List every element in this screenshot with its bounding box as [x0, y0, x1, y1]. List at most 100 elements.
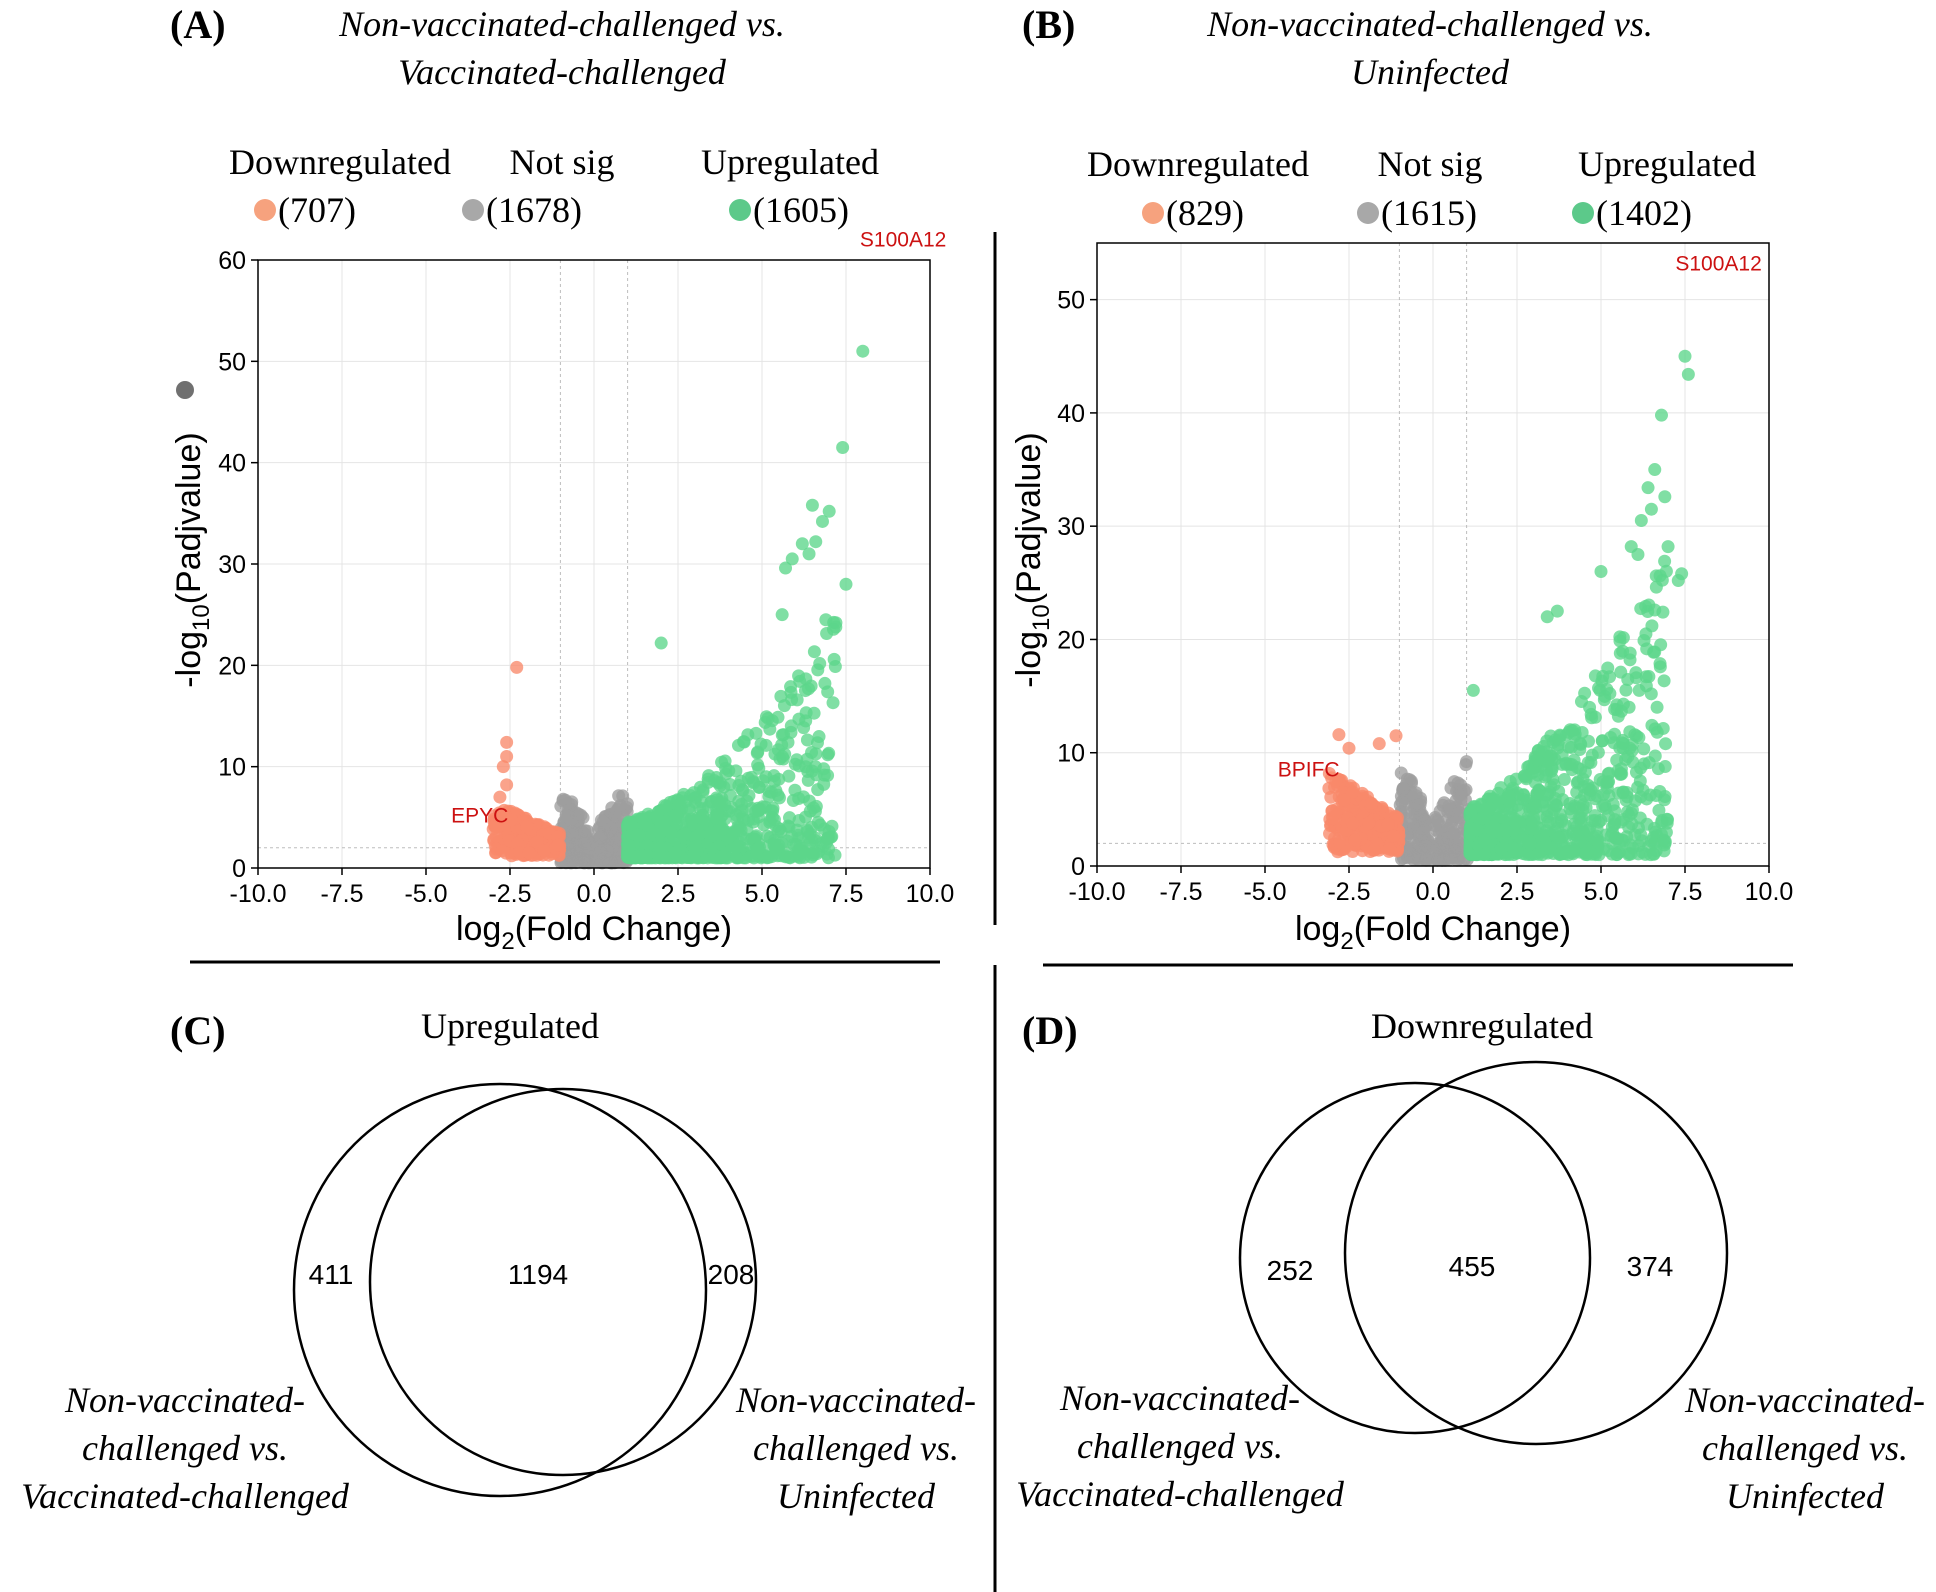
venn-c-left-label-line2: challenged vs.	[82, 1428, 288, 1468]
up-point	[1597, 787, 1611, 801]
outlier-point	[795, 537, 809, 551]
legend-b-down-name: Downregulated	[1087, 144, 1309, 184]
up-point	[1658, 554, 1672, 568]
x-tick-label: 2.5	[661, 880, 696, 908]
down-point	[1346, 816, 1360, 830]
up-point	[1655, 816, 1669, 830]
outlier-point	[1641, 481, 1655, 495]
down-point	[1329, 774, 1343, 788]
notsig-point	[1443, 802, 1457, 816]
up-point	[766, 801, 780, 815]
x-tick-label: -7.5	[320, 880, 363, 908]
down-point	[1364, 796, 1378, 810]
up-point	[1552, 831, 1566, 845]
up-point	[1539, 768, 1553, 782]
up-point	[800, 733, 814, 747]
venn-c-right-circle	[368, 1087, 758, 1477]
notsig-point	[1435, 836, 1449, 850]
down-point	[504, 813, 518, 827]
outlier-point	[1372, 737, 1386, 751]
down-point	[1346, 785, 1360, 799]
down-point	[551, 838, 565, 852]
legend-a-down-name: Downregulated	[229, 142, 451, 182]
up-point	[1648, 722, 1662, 736]
up-point	[1506, 841, 1520, 855]
venn-c-title: Upregulated	[421, 1006, 599, 1046]
up-point	[746, 815, 760, 829]
up-point	[696, 785, 710, 799]
up-point	[1591, 834, 1605, 848]
x-tick-label: -2.5	[1327, 878, 1370, 906]
plot-frame	[1096, 242, 1770, 867]
up-point	[1584, 707, 1598, 721]
outlier-point	[815, 514, 829, 528]
up-point	[828, 659, 842, 673]
up-point	[1632, 683, 1646, 697]
up-point	[729, 764, 743, 778]
up-point	[1592, 848, 1606, 862]
up-point	[1657, 674, 1671, 688]
up-point	[710, 811, 724, 825]
up-point	[750, 746, 764, 760]
up-point	[1540, 734, 1554, 748]
notsig-point	[1449, 840, 1463, 854]
legend-a-down-count: (707)	[278, 190, 356, 230]
venn-d-left-label-line1: Non-vaccinated-	[1059, 1378, 1300, 1418]
up-point	[1652, 803, 1666, 817]
venn-d-right-only: 374	[1627, 1251, 1674, 1282]
up-point	[730, 813, 744, 827]
panel-a-title-line1: Non-vaccinated-challenged vs.	[338, 4, 785, 44]
down-point	[1382, 842, 1396, 856]
panel-a-title-line2: Vaccinated-challenged	[398, 52, 727, 92]
up-point	[1578, 686, 1592, 700]
legend-a-down-dot	[254, 199, 276, 221]
panel-a-letter: (A)	[170, 2, 226, 47]
up-point	[1621, 672, 1635, 686]
up-point	[1640, 817, 1654, 831]
y-tick-label: 20	[1057, 626, 1085, 654]
panel-b-title-line1: Non-vaccinated-challenged vs.	[1206, 4, 1653, 44]
up-point	[1547, 803, 1561, 817]
x-tick-label: 10.0	[906, 880, 955, 908]
gene-annotation: BPIFC	[1278, 759, 1340, 782]
y-tick-label: 50	[218, 348, 246, 376]
up-point	[732, 779, 746, 793]
up-point	[1593, 772, 1607, 786]
up-point	[813, 657, 827, 671]
up-point	[1523, 837, 1537, 851]
up-point	[1633, 774, 1647, 788]
scatter-points	[1322, 349, 1695, 867]
up-point	[730, 851, 744, 865]
up-point	[635, 810, 649, 824]
legend-b-notsig-name: Not sig	[1377, 144, 1482, 184]
down-point	[1387, 829, 1401, 843]
venn-d-title: Downregulated	[1371, 1006, 1593, 1046]
legend-b-up-count: (1402)	[1596, 193, 1692, 233]
x-tick-label: 5.0	[745, 880, 780, 908]
down-point	[495, 844, 509, 858]
up-point	[784, 680, 798, 694]
up-point	[1625, 738, 1639, 752]
outlier-point	[1671, 574, 1685, 588]
x-tick-label: -10.0	[230, 880, 287, 908]
up-point	[681, 801, 695, 815]
x-tick-label: -7.5	[1159, 878, 1202, 906]
outlier-point	[1466, 683, 1480, 697]
up-point	[1565, 758, 1579, 772]
up-point	[711, 776, 725, 790]
up-point	[626, 850, 640, 864]
up-point	[730, 841, 744, 855]
up-point	[640, 839, 654, 853]
up-point	[1622, 820, 1636, 834]
up-point	[1588, 669, 1602, 683]
up-point	[1529, 800, 1543, 814]
panel-b: (B) Non-vaccinated-challenged vs. Uninfe…	[1010, 2, 1793, 955]
venn-d-right-label-line2: challenged vs.	[1702, 1428, 1908, 1468]
venn-c-right-label-line2: challenged vs.	[753, 1428, 959, 1468]
up-point	[1601, 809, 1615, 823]
outlier-point	[1648, 463, 1662, 477]
outlier-point	[1644, 502, 1658, 516]
notsig-point	[1407, 850, 1421, 864]
down-point	[497, 803, 511, 817]
